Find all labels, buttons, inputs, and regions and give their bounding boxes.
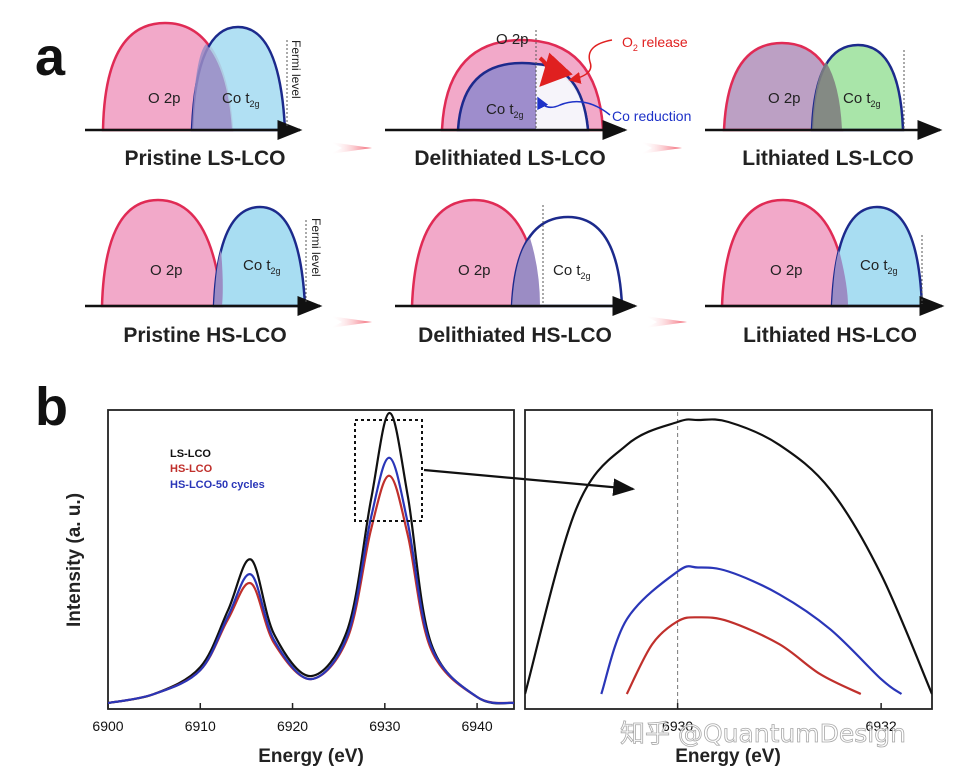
left-plot-frame <box>107 409 515 710</box>
co-t2g-label: Co t2g <box>222 90 260 109</box>
transition-arrow <box>640 142 682 154</box>
x-tick-label: 6932 <box>866 718 897 734</box>
diagram-lithiated-ls-lco: O 2p Co t2g Lithiated LS-LCO <box>705 41 943 170</box>
series-line-hs-lco <box>108 474 514 705</box>
series-line-hs-lco <box>625 616 862 695</box>
diagram-title: Pristine LS-LCO <box>124 147 285 170</box>
band-overlap <box>812 62 842 130</box>
diagram-pristine-hs-lco: Fermi level O 2p Co t2g Pristine HS-LCO <box>85 198 323 347</box>
o2p-label: O 2p <box>496 31 529 48</box>
panel-b-letter: b <box>35 377 68 437</box>
band-overlap <box>512 238 540 306</box>
diagram-title: Delithiated LS-LCO <box>414 147 605 170</box>
transition-arrow <box>330 142 372 154</box>
band-overlap <box>832 250 848 306</box>
legend: LS-LCO HS-LCO HS-LCO-50 cycles <box>170 448 265 491</box>
right-x-axis-title: Energy (eV) <box>675 746 781 767</box>
diagram-title: Lithiated HS-LCO <box>743 324 917 347</box>
legend-entry-hs-lco-50-cycles: HS-LCO-50 cycles <box>170 479 265 491</box>
series-line-ls-lco <box>108 411 514 705</box>
series-line-hs-lco-50-cycles <box>108 456 514 705</box>
o2p-label: O 2p <box>150 262 183 279</box>
panel-a-letter: a <box>35 27 66 87</box>
co-t2g-label: Co t2g <box>243 257 281 276</box>
co-t2g-label: Co t2g <box>553 262 591 281</box>
o2p-label: O 2p <box>458 262 491 279</box>
co-t2g-label: Co t2g <box>486 101 524 120</box>
left-x-axis-title: Energy (eV) <box>258 746 364 767</box>
electron-label: e- <box>545 63 556 79</box>
electron-transfer-arrow <box>538 52 573 87</box>
right-x-ticks: 6930 6932 <box>662 703 897 734</box>
x-tick-label: 6940 <box>462 718 493 734</box>
diagram-title: Pristine HS-LCO <box>123 324 286 347</box>
x-tick-label: 6930 <box>369 718 400 734</box>
co-reduction-arrow <box>537 96 611 116</box>
o2p-band <box>100 198 224 308</box>
band-overlap <box>214 250 223 306</box>
right-plot-frame <box>524 409 933 710</box>
left-series-group <box>108 411 514 705</box>
diagram-pristine-ls-lco: Fermi level O 2p Co t2g Pristine LS-LCO <box>85 21 303 170</box>
diagram-delithiated-ls-lco: O 2p Co t2g e- O2 release Co reduction D… <box>385 30 691 170</box>
o2p-label: O 2p <box>770 262 803 279</box>
o2-release-arrow <box>568 39 613 84</box>
zoom-arrow <box>423 468 636 496</box>
legend-entry-ls-lco: LS-LCO <box>170 448 211 460</box>
x-tick-label: 6920 <box>277 718 308 734</box>
x-tick-label: 6910 <box>185 718 216 734</box>
diagram-delithiated-hs-lco: O 2p Co t2g Delithiated HS-LCO <box>395 198 638 347</box>
diagram-title: Delithiated HS-LCO <box>418 324 612 347</box>
diagram-lithiated-hs-lco: O 2p Co t2g Lithiated HS-LCO <box>705 198 945 347</box>
co-t2g-label: Co t2g <box>860 257 898 276</box>
left-x-ticks: 6900 6910 6920 6930 6940 <box>92 703 493 734</box>
band-overlap <box>192 44 232 130</box>
left-y-axis-title: Intensity (a. u.) <box>64 493 85 627</box>
co-t2g-band <box>510 215 624 308</box>
fermi-level-label: Fermi level <box>309 218 323 277</box>
fermi-level-label: Fermi level <box>289 40 303 99</box>
legend-entry-hs-lco: HS-LCO <box>170 463 213 475</box>
x-tick-label: 6900 <box>92 718 123 734</box>
series-line-ls-lco <box>525 418 932 695</box>
series-line-hs-lco-50-cycles <box>600 565 903 695</box>
co-reduction-label: Co reduction <box>612 108 691 124</box>
watermark: 知乎 @QuantumDesign <box>620 719 906 748</box>
co-t2g-label: Co t2g <box>843 90 881 109</box>
o2-release-label: O2 release <box>622 34 688 53</box>
o2p-label: O 2p <box>148 90 181 107</box>
transition-arrow <box>645 316 687 328</box>
x-tick-label: 6930 <box>662 718 693 734</box>
transition-arrow <box>330 316 372 328</box>
diagram-title: Lithiated LS-LCO <box>742 147 914 170</box>
o2p-band <box>720 198 850 308</box>
zoom-region-box <box>354 419 423 522</box>
right-series-group <box>525 418 932 695</box>
o2p-label: O 2p <box>768 90 801 107</box>
